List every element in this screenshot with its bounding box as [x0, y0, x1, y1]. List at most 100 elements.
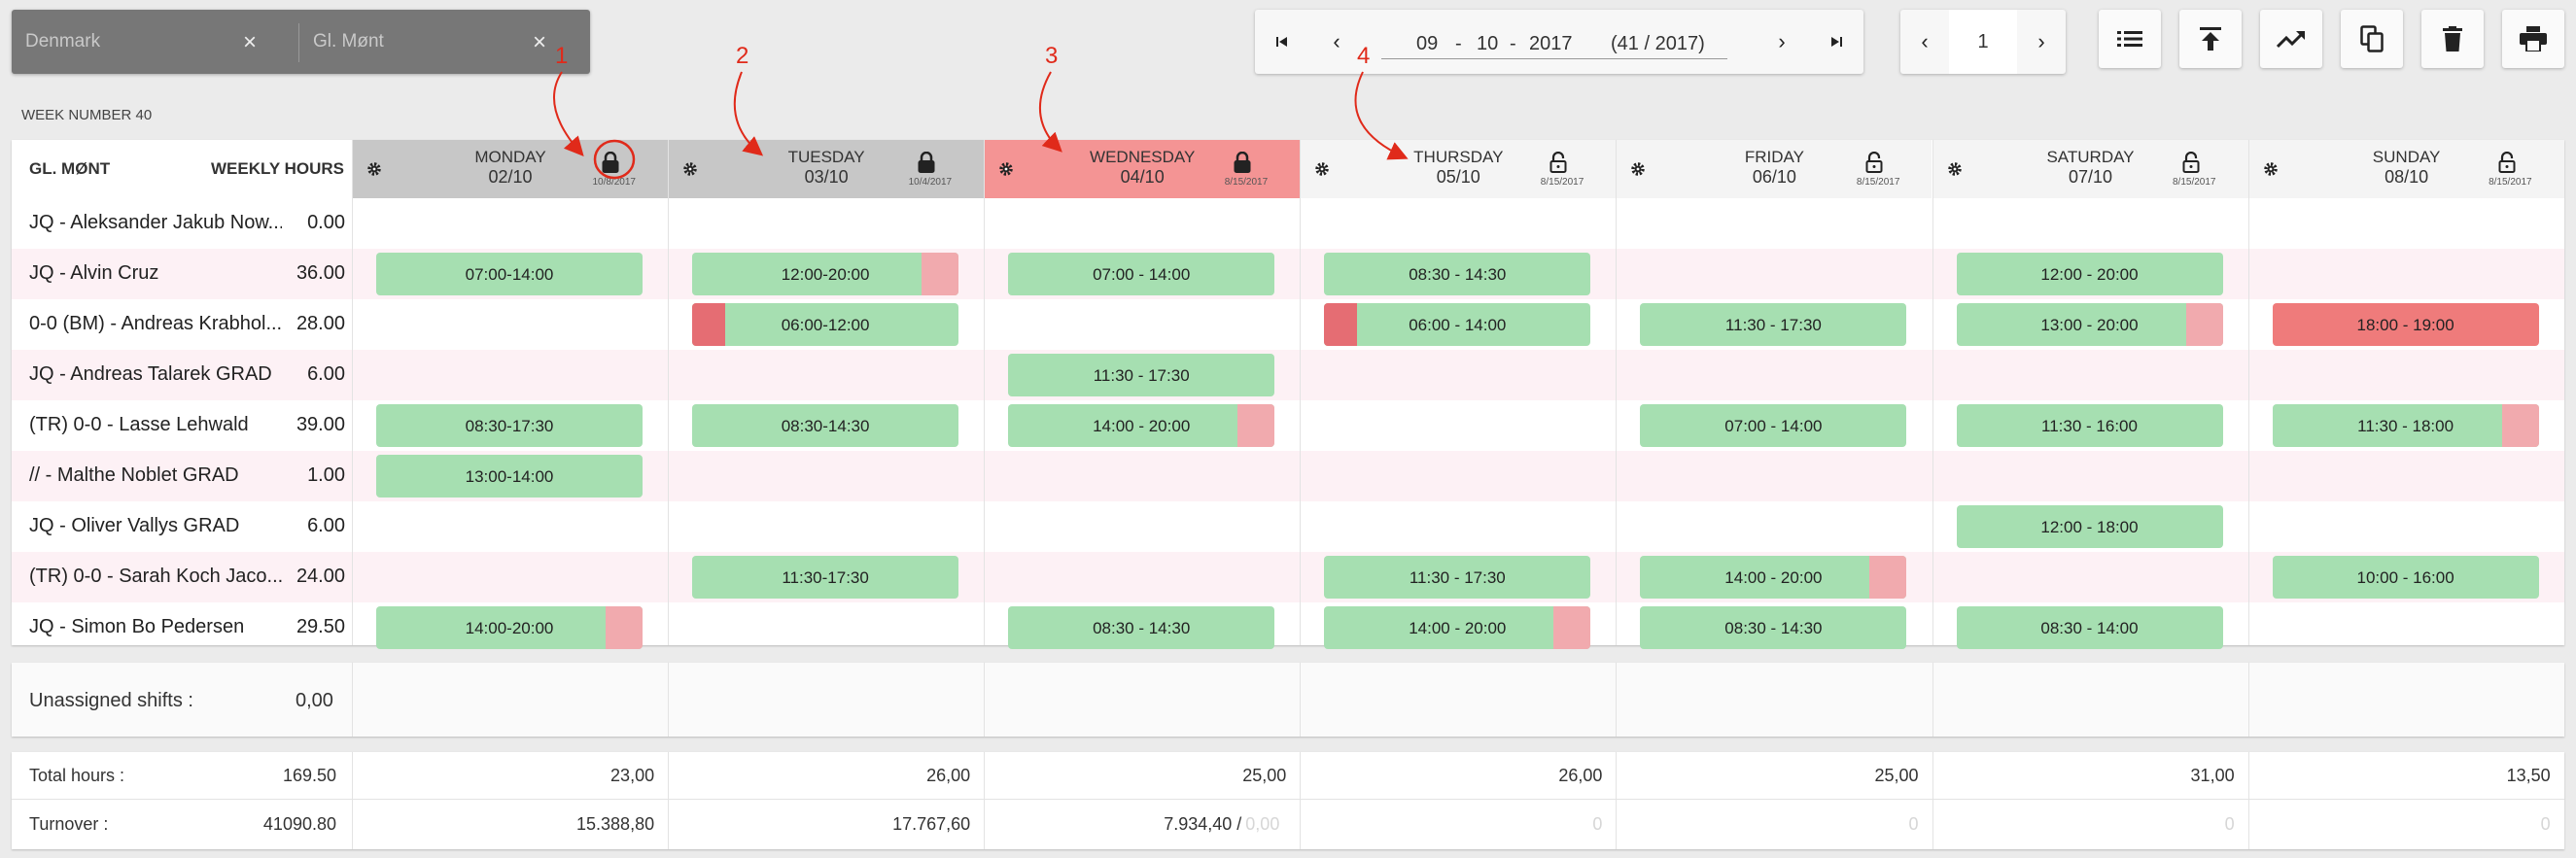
delete-button[interactable]: [2421, 10, 2484, 68]
lock-date: 10/8/2017: [592, 177, 637, 188]
gear-icon[interactable]: [2263, 161, 2279, 177]
shift-block[interactable]: 11:30 - 18:00: [2272, 404, 2539, 447]
day-header[interactable]: THURSDAY 05/10 8/15/2017: [1301, 140, 1617, 198]
prev-week-button[interactable]: ‹: [1333, 29, 1340, 53]
date-sep-1: -: [1455, 33, 1462, 54]
shift-block[interactable]: 11:30 - 17:30: [1640, 303, 1907, 346]
lock-icon[interactable]: [1234, 152, 1251, 173]
next-page-button[interactable]: ›: [2037, 29, 2045, 53]
employee-name[interactable]: (TR) 0-0 - Lasse Lehwald: [29, 414, 249, 435]
shift-block[interactable]: 06:00-12:00: [692, 303, 959, 346]
shift-block[interactable]: 07:00 - 14:00: [1640, 404, 1907, 447]
prev-page-button[interactable]: ‹: [1921, 29, 1929, 53]
day-header[interactable]: MONDAY 02/10 10/8/2017: [353, 140, 668, 198]
shift-block[interactable]: 07:00 - 14:00: [1008, 253, 1275, 295]
gear-icon[interactable]: [998, 161, 1014, 177]
shift-block[interactable]: 08:30-14:30: [692, 404, 959, 447]
shift-time: 08:30-14:30: [781, 417, 870, 435]
day-header[interactable]: SATURDAY 07/10 8/15/2017: [1932, 140, 2248, 198]
gear-icon[interactable]: [1947, 161, 1963, 177]
shift-block[interactable]: 10:00 - 16:00: [2272, 556, 2539, 599]
lock-icon[interactable]: [1865, 152, 1883, 173]
copy-button[interactable]: [2341, 10, 2403, 68]
gear-icon[interactable]: [1630, 161, 1646, 177]
shift-block[interactable]: 11:30 - 16:00: [1956, 404, 2223, 447]
shift-block[interactable]: 14:00 - 20:00: [1640, 556, 1907, 599]
employee-name[interactable]: (TR) 0-0 - Sarah Koch Jaco...: [29, 566, 282, 587]
location-filter-value: Gl. Mønt: [313, 31, 384, 51]
employee-name[interactable]: JQ - Andreas Talarek GRAD: [29, 363, 272, 385]
employee-row: (TR) 0-0 - Lasse Lehwald 39.00: [12, 400, 2564, 451]
next-week-button[interactable]: ›: [1778, 29, 1786, 53]
lock-icon[interactable]: [2498, 152, 2516, 173]
shift-block[interactable]: 14:00-20:00: [376, 606, 643, 649]
publish-button[interactable]: [2179, 10, 2242, 68]
location-filter[interactable]: Gl. Mønt ×: [299, 10, 590, 74]
column-divider: [1616, 752, 1618, 849]
gear-icon[interactable]: [1314, 161, 1330, 177]
print-button[interactable]: [2502, 10, 2564, 68]
shift-block[interactable]: 08:30 - 14:00: [1956, 606, 2223, 649]
shift-time: 14:00 - 20:00: [1724, 568, 1823, 587]
annotation-2: 2: [736, 43, 749, 69]
last-week-button[interactable]: [1809, 10, 1863, 74]
employee-name[interactable]: 0-0 (BM) - Andreas Krabhol...: [29, 313, 282, 334]
day-header[interactable]: SUNDAY 08/10 8/15/2017: [2248, 140, 2564, 198]
gear-icon[interactable]: [682, 161, 698, 177]
list-view-button[interactable]: [2099, 10, 2161, 68]
shift-block[interactable]: 07:00-14:00: [376, 253, 643, 295]
first-week-button[interactable]: [1255, 10, 1309, 74]
shift-block[interactable]: 12:00 - 20:00: [1956, 253, 2223, 295]
lock-icon[interactable]: [918, 152, 935, 173]
lock-date: 8/15/2017: [1856, 177, 1900, 188]
page-number[interactable]: 1: [1949, 10, 2017, 74]
employee-name[interactable]: JQ - Oliver Vallys GRAD: [29, 515, 240, 536]
day-header[interactable]: WEDNESDAY 04/10 8/15/2017: [985, 140, 1301, 198]
shift-block[interactable]: 12:00-20:00: [692, 253, 959, 295]
annotation-1: 1: [555, 43, 569, 69]
shift-block[interactable]: 06:00 - 14:00: [1324, 303, 1591, 346]
shift-block[interactable]: 14:00 - 20:00: [1324, 606, 1591, 649]
employee-name[interactable]: // - Malthe Noblet GRAD: [29, 464, 239, 486]
day-total-hours: 25,00: [1242, 766, 1287, 785]
shift-block[interactable]: 13:00-14:00: [376, 455, 643, 498]
date-field[interactable]: 09 - 10 - 2017 (41 / 2017): [1381, 23, 1727, 59]
shift-block[interactable]: 18:00 - 19:00: [2272, 303, 2539, 346]
day-column-wednesday: WEDNESDAY 04/10 8/15/2017: [984, 140, 1301, 645]
lock-icon[interactable]: [602, 152, 619, 173]
shift-block[interactable]: 08:30-17:30: [376, 404, 643, 447]
shift-time: 18:00 - 19:00: [2356, 316, 2454, 334]
day-header[interactable]: TUESDAY 03/10 10/4/2017: [669, 140, 985, 198]
day-column-thursday: THURSDAY 05/10 8/15/2017: [1300, 140, 1617, 645]
day-name: SUNDAY: [2372, 148, 2441, 166]
employee-name[interactable]: JQ - Aleksander Jakub Now...: [29, 212, 282, 233]
day-name: TUESDAY: [787, 148, 865, 166]
shift-time: 08:30 - 14:30: [1724, 619, 1823, 637]
shift-block[interactable]: 08:30 - 14:30: [1324, 253, 1591, 295]
shift-block[interactable]: 14:00 - 20:00: [1008, 404, 1275, 447]
clear-country-icon[interactable]: ×: [243, 29, 258, 55]
employee-name[interactable]: JQ - Simon Bo Pedersen: [29, 616, 245, 637]
shift-time: 13:00 - 20:00: [2040, 316, 2139, 334]
annotation-3: 3: [1045, 43, 1059, 69]
shift-block[interactable]: 11:30 - 17:30: [1324, 556, 1591, 599]
shift-block[interactable]: 08:30 - 14:30: [1008, 606, 1275, 649]
employee-row: JQ - Simon Bo Pedersen 29.50: [12, 602, 2564, 653]
lock-icon[interactable]: [1549, 152, 1567, 173]
clear-location-icon[interactable]: ×: [533, 29, 547, 55]
lock-icon[interactable]: [2182, 152, 2200, 173]
shift-block[interactable]: 11:30-17:30: [692, 556, 959, 599]
shift-block[interactable]: 08:30 - 14:30: [1640, 606, 1907, 649]
shift-block[interactable]: 12:00 - 18:00: [1956, 505, 2223, 548]
gear-icon[interactable]: [366, 161, 382, 177]
shift-block[interactable]: 13:00 - 20:00: [1956, 303, 2223, 346]
shift-time: 07:00-14:00: [465, 265, 554, 284]
day-header[interactable]: FRIDAY 06/10 8/15/2017: [1617, 140, 1932, 198]
employee-name[interactable]: JQ - Alvin Cruz: [29, 262, 159, 284]
list-icon: [2117, 31, 2142, 47]
statistics-button[interactable]: [2260, 10, 2322, 68]
country-filter[interactable]: Denmark ×: [12, 10, 298, 74]
shift-block[interactable]: 11:30 - 17:30: [1008, 354, 1275, 396]
day-date: 04/10: [1120, 167, 1165, 187]
shift-overtime-marker: [606, 606, 643, 649]
